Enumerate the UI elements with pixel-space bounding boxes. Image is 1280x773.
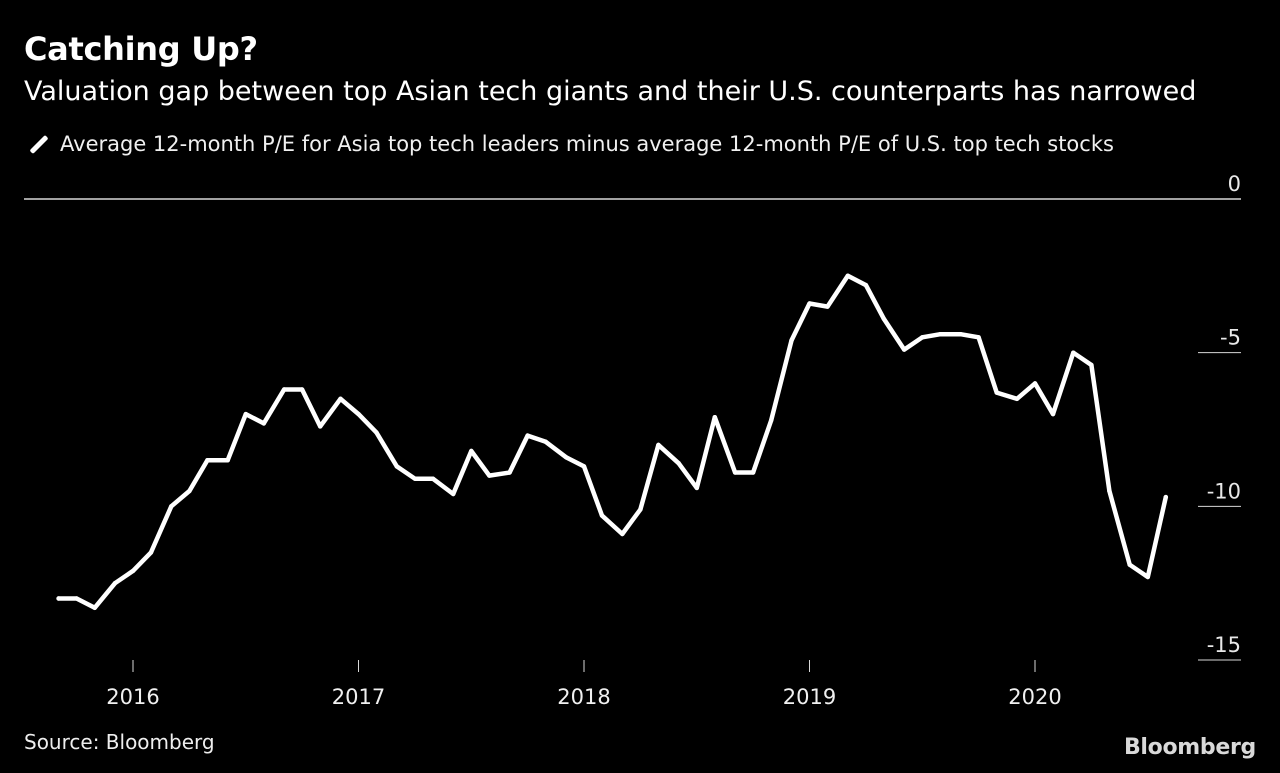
- series-group: [56, 273, 1169, 611]
- data-point-12: [281, 387, 287, 392]
- data-point-22: [469, 448, 474, 454]
- data-point-15: [338, 396, 343, 401]
- y-tick-label-2: -10: [1207, 479, 1241, 503]
- y-gridlines: [24, 198, 1241, 661]
- x-tick-label-2: 2018: [557, 685, 610, 709]
- data-point-34: [694, 485, 699, 491]
- bloomberg-logo: Bloomberg: [1123, 735, 1256, 760]
- y-tick-label-3: -15: [1207, 633, 1241, 657]
- data-point-7: [187, 488, 192, 494]
- chart-subtitle: Valuation gap between top Asian tech gia…: [24, 76, 1197, 107]
- data-point-48: [958, 332, 963, 337]
- data-point-23: [487, 473, 492, 478]
- data-point-33: [676, 461, 681, 466]
- data-point-20: [430, 476, 436, 481]
- data-point-28: [581, 464, 587, 469]
- data-point-27: [563, 455, 569, 460]
- data-point-1: [74, 596, 79, 601]
- data-point-44: [881, 316, 887, 322]
- data-point-5: [148, 550, 154, 555]
- data-point-24: [507, 470, 512, 475]
- data-point-10: [243, 411, 248, 417]
- legend: Average 12-month P/E for Asia top tech l…: [28, 132, 1114, 156]
- source-note: Source: Bloomberg: [24, 730, 215, 754]
- chart-title: Catching Up?: [24, 30, 258, 68]
- data-point-57: [1127, 562, 1132, 567]
- data-point-4: [130, 568, 136, 574]
- data-point-11: [261, 421, 266, 426]
- data-point-8: [205, 458, 210, 463]
- x-axis-labels: 2016 2017 2018 2019 2020: [106, 685, 1061, 709]
- x-tick-label-1: 2017: [332, 685, 385, 709]
- x-tick-label-4: 2020: [1008, 685, 1061, 709]
- data-point-50: [994, 390, 999, 395]
- data-point-14: [318, 424, 323, 429]
- data-point-59: [1163, 494, 1169, 500]
- data-point-2: [92, 605, 97, 610]
- data-point-0: [56, 596, 61, 601]
- data-point-46: [920, 335, 925, 340]
- y-axis-labels: 0 -5 -10 -15: [1207, 172, 1241, 657]
- data-point-26: [543, 439, 548, 444]
- data-point-58: [1145, 574, 1151, 580]
- x-tick-label-0: 2016: [106, 685, 159, 709]
- data-point-36: [732, 470, 738, 475]
- x-tick-label-3: 2019: [783, 685, 836, 709]
- data-point-25: [525, 433, 530, 438]
- data-point-42: [845, 273, 850, 278]
- data-point-31: [638, 507, 643, 512]
- data-point-39: [789, 338, 794, 343]
- data-point-45: [902, 347, 907, 352]
- data-point-18: [394, 464, 399, 469]
- data-point-51: [1014, 396, 1020, 401]
- data-point-13: [299, 387, 305, 392]
- data-point-38: [769, 418, 774, 423]
- data-point-17: [374, 430, 379, 435]
- data-point-49: [976, 335, 981, 340]
- data-point-52: [1032, 381, 1038, 386]
- data-point-37: [750, 470, 756, 475]
- x-axis-ticks: [132, 660, 1036, 672]
- data-point-54: [1071, 350, 1076, 355]
- data-point-40: [807, 301, 812, 306]
- y-tick-label-1: -5: [1220, 326, 1241, 350]
- data-point-53: [1050, 411, 1056, 417]
- data-point-56: [1107, 488, 1112, 494]
- data-point-30: [620, 531, 625, 537]
- data-point-16: [356, 411, 361, 417]
- legend-label: Average 12-month P/E for Asia top tech l…: [60, 132, 1114, 156]
- data-point-6: [169, 504, 174, 509]
- data-point-35: [712, 415, 717, 420]
- data-point-3: [112, 581, 118, 586]
- data-point-32: [656, 442, 661, 448]
- data-point-47: [938, 332, 943, 337]
- data-point-21: [451, 491, 456, 497]
- data-point-55: [1089, 362, 1094, 368]
- data-point-9: [225, 458, 230, 463]
- data-point-29: [599, 513, 605, 518]
- data-point-43: [863, 282, 869, 288]
- series-line-0: [56, 273, 1169, 611]
- data-point-41: [825, 304, 830, 309]
- data-point-19: [412, 476, 418, 481]
- y-tick-label-0: 0: [1228, 172, 1241, 196]
